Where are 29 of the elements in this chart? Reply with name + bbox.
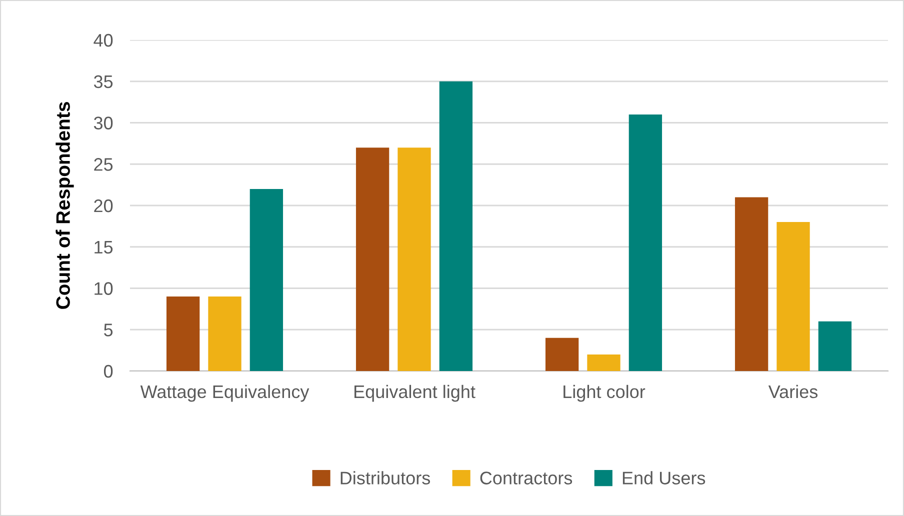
bar [208,296,242,371]
x-tick-label: Wattage Equivalency [140,384,310,402]
legend-label: Distributors [340,471,430,484]
bar [776,222,810,371]
y-tick-label: 25 [94,158,113,171]
y-tick-label: 0 [104,364,113,378]
y-tick-label: 35 [94,75,113,88]
bar [439,81,473,371]
bar [166,296,200,371]
y-axis-title: Count of Respondents [56,102,74,309]
bar [818,321,852,371]
y-tick-label: 5 [104,324,113,336]
y-tick-label: 20 [94,199,113,212]
bar [587,354,620,371]
legend-label: End Users [622,471,706,484]
bar [398,148,431,371]
y-tick-label: 40 [94,34,113,47]
bar [628,114,662,371]
bar [250,188,284,371]
x-tick-label: Varies [768,384,818,398]
x-tick-label: Equivalent light [354,384,476,402]
bar [356,148,390,371]
y-tick-label: 30 [94,116,113,130]
x-tick-label: Light color [564,384,646,402]
y-tick-label: 15 [94,240,113,254]
y-tick-label: 10 [94,282,113,295]
legend-label: Contractors [480,472,572,484]
bar [734,197,768,371]
bar [545,338,579,371]
